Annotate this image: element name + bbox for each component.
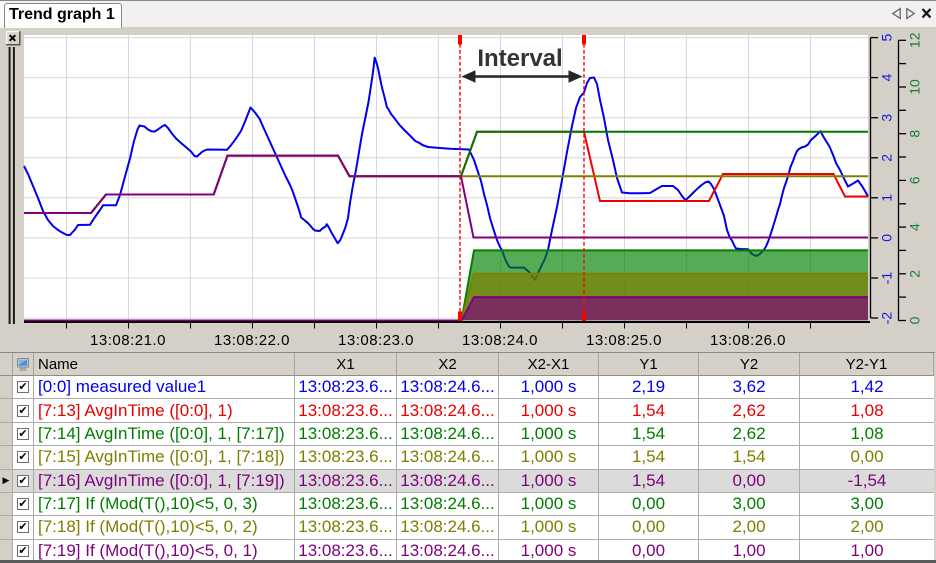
svg-text:-1: -1 bbox=[879, 272, 895, 285]
svg-text:13:08:22.0: 13:08:22.0 bbox=[214, 332, 290, 349]
svg-text:4: 4 bbox=[879, 73, 895, 81]
svg-text:5: 5 bbox=[879, 33, 895, 41]
svg-text:4: 4 bbox=[907, 223, 923, 231]
svg-text:13:08:21.0: 13:08:21.0 bbox=[90, 332, 166, 349]
svg-text:13:08:24.0: 13:08:24.0 bbox=[462, 332, 538, 349]
svg-text:6: 6 bbox=[907, 176, 923, 184]
svg-text:8: 8 bbox=[907, 130, 923, 138]
svg-text:12: 12 bbox=[907, 32, 923, 48]
svg-text:0: 0 bbox=[879, 234, 895, 242]
svg-text:-2: -2 bbox=[879, 312, 895, 325]
svg-text:0: 0 bbox=[907, 316, 923, 324]
svg-text:3: 3 bbox=[879, 114, 895, 122]
svg-text:2: 2 bbox=[879, 154, 895, 162]
svg-text:13:08:26.0: 13:08:26.0 bbox=[710, 332, 786, 349]
svg-text:10: 10 bbox=[907, 79, 923, 95]
svg-text:13:08:23.0: 13:08:23.0 bbox=[338, 332, 414, 349]
svg-text:1: 1 bbox=[879, 194, 895, 202]
svg-text:2: 2 bbox=[907, 270, 923, 278]
svg-text:13:08:25.0: 13:08:25.0 bbox=[586, 332, 662, 349]
svg-text:Interval: Interval bbox=[477, 45, 562, 72]
